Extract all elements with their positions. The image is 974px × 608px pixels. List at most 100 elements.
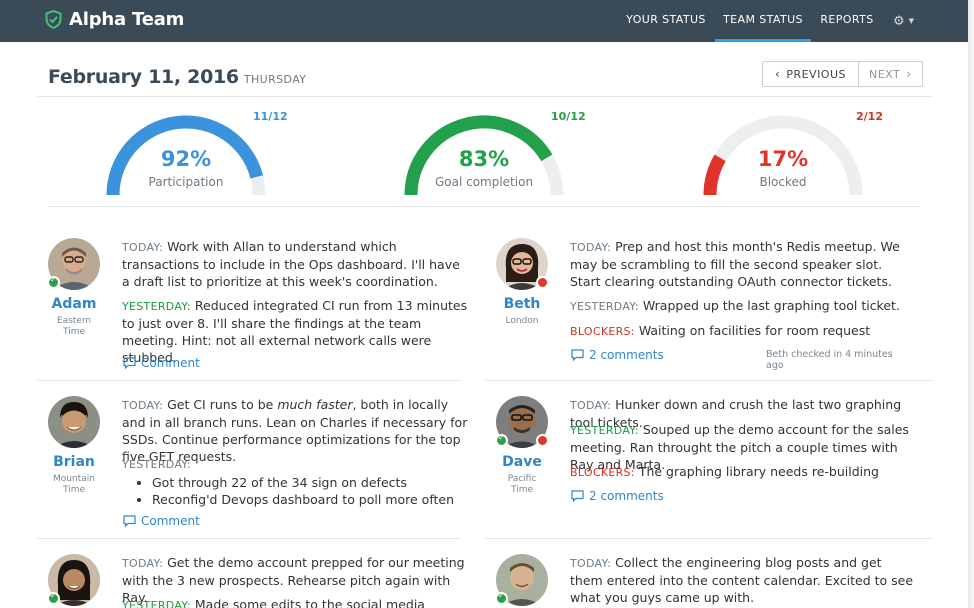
comment-link[interactable]: Comment [123, 356, 200, 370]
chevron-right-icon: › [906, 67, 912, 81]
top-navbar: Alpha Team YOUR STATUS TEAM STATUS REPOR… [0, 0, 968, 42]
nav-reports[interactable]: REPORTS [820, 13, 874, 26]
today-label: TODAY: [570, 399, 612, 412]
brand[interactable]: Alpha Team [45, 9, 184, 30]
person-card-beth: Beth London TODAY: Prep and host this mo… [496, 238, 906, 396]
row-divider [485, 538, 932, 539]
today-label: TODAY: [122, 557, 164, 570]
date-weekday: THURSDAY [243, 73, 307, 86]
gauge-label: Blocked [759, 175, 807, 189]
status-blocked-icon [536, 276, 549, 289]
app-title: Alpha Team [69, 9, 185, 30]
today-entry: TODAY: Work with Allan to understand whi… [122, 238, 468, 290]
comments-label: 2 comments [589, 348, 664, 362]
gauge-count: 2/12 [856, 110, 883, 123]
yesterday-label: YESTERDAY: [122, 458, 191, 471]
blockers-label: BLOCKERS: [570, 466, 635, 479]
yesterday-label: YESTERDAY: [570, 424, 639, 437]
today-text: Get the demo account prepped for our mee… [122, 555, 465, 605]
date-heading: February 11, 2016 THURSDAY [48, 66, 306, 88]
nav-your-status[interactable]: YOUR STATUS [626, 13, 706, 26]
person-name[interactable]: Beth [503, 296, 541, 312]
nav-team-status[interactable]: TEAM STATUS [715, 0, 811, 42]
yesterday-entry: YESTERDAY: Made some edits to the social… [122, 596, 468, 608]
checked-in-time: Beth checked in 4 minutes ago [766, 349, 893, 371]
gauges-divider [48, 206, 920, 207]
today-label: TODAY: [122, 399, 164, 412]
today-entry: TODAY: Prep and host this month's Redis … [570, 238, 906, 290]
avatar[interactable] [48, 554, 100, 606]
today-text: Collect the engineering blog posts and g… [570, 555, 914, 605]
blockers-text: Waiting on facilities for room request [638, 323, 871, 338]
comment-icon [571, 490, 584, 502]
yesterday-text: Wrapped up the last graphing tool ticket… [642, 298, 900, 313]
chevron-left-icon: ‹ [775, 67, 781, 81]
person-card-partial-left: TODAY: Get the demo account prepped for … [48, 554, 468, 608]
comment-label: Comment [141, 356, 200, 370]
avatar[interactable] [495, 396, 549, 448]
person-name[interactable]: Dave [502, 454, 542, 470]
blockers-label: BLOCKERS: [570, 325, 635, 338]
list-item: Reconfig'd Devops dashboard to poll more… [152, 491, 468, 508]
gauge-count: 10/12 [551, 110, 586, 123]
gear-icon: ⚙ [893, 13, 905, 29]
status-ok-icon [48, 591, 60, 605]
yesterday-text: Made some edits to the social media cale… [194, 597, 425, 608]
yesterday-entry: YESTERDAY: Got through 22 of the 34 sign… [122, 455, 468, 508]
today-entry: TODAY: Collect the engineering blog post… [570, 554, 916, 606]
yesterday-label: YESTERDAY: [122, 599, 191, 608]
avatar[interactable] [47, 238, 100, 290]
settings-menu[interactable]: ⚙ ▼ [893, 12, 923, 30]
person-timezone: Eastern Time [56, 316, 92, 337]
avatar[interactable] [496, 554, 548, 606]
blockers-entry: BLOCKERS: The graphing library needs re-… [570, 463, 916, 481]
scrollbar-track[interactable] [968, 0, 974, 608]
status-ok-icon [495, 433, 508, 447]
gauge-participation: 92% Participation 11/12 [96, 108, 288, 200]
gauge-arc-participation [106, 115, 266, 196]
header-divider [37, 96, 932, 97]
gauge-percent: 83% [458, 147, 510, 171]
comments-link[interactable]: 2 comments [571, 489, 664, 503]
avatar[interactable] [48, 396, 100, 448]
row-divider [485, 380, 932, 381]
person-card-partial-right: TODAY: Collect the engineering blog post… [496, 554, 916, 608]
gauge-arc-goal [404, 115, 564, 196]
date-pager: ‹ PREVIOUS NEXT › [762, 61, 923, 87]
comments-label: 2 comments [589, 489, 664, 503]
caret-down-icon: ▼ [908, 17, 915, 25]
previous-label: PREVIOUS [786, 67, 846, 81]
today-text-end: , both in locally and in all branch runs… [122, 397, 468, 464]
previous-button[interactable]: ‹ PREVIOUS [763, 62, 858, 86]
person-card-adam: Adam Eastern Time TODAY: Work with Allan… [47, 238, 468, 396]
comment-link[interactable]: Comment [123, 514, 200, 528]
gauge-goal-completion: 83% Goal completion 10/12 [394, 108, 586, 200]
today-label: TODAY: [570, 241, 612, 254]
person-name[interactable]: Brian [53, 454, 95, 470]
gauge-arc-blocked [703, 115, 863, 196]
yesterday-text: Reduced integrated CI run from 13 minute… [122, 298, 468, 365]
yesterday-entry: YESTERDAY: Reduced integrated CI run fro… [122, 297, 468, 366]
person-name[interactable]: Adam [51, 296, 97, 312]
person-card-dave: Dave Pacific Time TODAY: Hunker down and… [495, 396, 916, 554]
gauge-fill [106, 115, 264, 196]
gauge-label: Participation [148, 175, 224, 189]
today-text: Prep and host this month's Redis meetup.… [570, 239, 900, 289]
gauge-fill [703, 154, 726, 196]
yesterday-text: Souped up the demo account for the sales… [570, 422, 909, 472]
person-timezone: Mountain Time [53, 474, 95, 495]
person-card-brian: Brian Mountain Time TODAY: Get CI runs t… [48, 396, 468, 554]
blockers-text: The graphing library needs re-building [638, 464, 879, 479]
next-button[interactable]: NEXT › [858, 62, 922, 86]
gauge-label: Goal completion [434, 175, 534, 189]
today-text: Work with Allan to understand which tran… [122, 239, 460, 289]
comment-icon [571, 349, 584, 361]
status-blocked-icon [536, 434, 549, 447]
gauge-count: 11/12 [253, 110, 288, 123]
avatar[interactable] [496, 238, 549, 290]
comments-link[interactable]: 2 comments [571, 348, 664, 362]
today-label: TODAY: [570, 557, 612, 570]
gauge-blocked: 17% Blocked 2/12 [693, 108, 883, 200]
next-label: NEXT [869, 67, 901, 81]
today-text-emphasis: much faster [277, 397, 353, 412]
